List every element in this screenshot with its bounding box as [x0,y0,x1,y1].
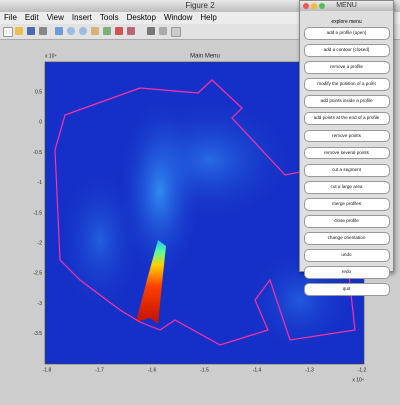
menu-window: MENU explore menu add a profile (open) ad… [299,0,394,297]
menu-button[interactable]: undo [303,249,390,263]
menu-button[interactable]: add a contour (closed) [303,44,390,57]
x-tick-label: -1.5 [200,367,209,373]
rotate-icon[interactable] [103,27,111,35]
x-tick-label: -1.7 [95,367,104,373]
menu-item[interactable]: Tools [99,13,119,22]
menu-item[interactable]: Edit [24,13,39,22]
menu-button[interactable]: remove points [303,129,390,143]
y-tick-label: -1.5 [33,210,42,216]
menu-button[interactable]: add a profile (open) [303,27,390,40]
x-tick-label: -1.8 [43,367,52,373]
datacursor-icon[interactable] [115,27,123,35]
heatmap-hotspot [136,240,166,324]
heatmap-plume [130,100,290,220]
open-icon[interactable] [15,27,23,35]
menu-item[interactable]: File [4,13,17,22]
y-tick-label: -3.5 [33,331,42,337]
brush-icon[interactable] [127,27,135,35]
print-icon[interactable] [39,27,47,35]
y-tick-label: -0.5 [33,150,42,156]
x-tick-label: -1.4 [253,367,262,373]
zoom-in-icon[interactable] [67,27,75,35]
menu-button[interactable]: quit [303,283,390,297]
menu-button[interactable]: redo [303,266,390,280]
colorbar-icon[interactable] [147,27,155,35]
menu-item[interactable]: Desktop [126,13,156,22]
menu-button[interactable]: change orientation [303,232,390,245]
menu-item[interactable]: Window [163,13,193,22]
plottools-icon[interactable] [171,27,181,37]
menu-item[interactable]: View [46,13,64,22]
y-tick-label: 0.5 [35,90,42,96]
button-list: add a profile (open) add a contour (close… [300,27,393,297]
legend-icon[interactable] [159,27,167,35]
y-tick-label: -2.5 [33,271,42,277]
x-tick-label: -1.3 [305,367,314,373]
menu-button[interactable]: close profile [303,215,390,228]
x-exponent: x 10⁴ [352,377,364,383]
menu-button[interactable]: remove a profile [303,61,390,74]
menu-title-text: MENU [336,2,357,9]
menu-button[interactable]: merge profiles [303,197,390,211]
pointer-icon[interactable] [55,27,63,35]
new-icon[interactable] [3,27,13,37]
profile-polygon [54,79,356,346]
y-tick-label: 0 [39,120,42,126]
y-tick-label: -3 [38,301,43,307]
zoom-out-icon[interactable] [79,27,87,35]
menu-window-title: MENU [300,1,393,11]
menu-button[interactable]: add points inside a profile [303,95,390,109]
menu-button[interactable]: cut a large area [303,180,390,194]
y-tick-label: -1 [38,180,43,186]
menu-button[interactable]: remove several points [303,146,390,160]
x-tick-label: -1.6 [148,367,157,373]
heatmap-plume [60,170,140,310]
pan-icon[interactable] [91,27,99,35]
menu-item[interactable]: Insert [71,13,92,22]
axes-title: Main Menu [190,54,220,60]
menu-button[interactable]: add points at the end of a profile [303,112,390,126]
y-tick-label: -2 [38,241,43,247]
menu-item[interactable]: Help [200,13,217,22]
save-icon[interactable] [27,27,35,35]
menu-label: explore menu [331,19,362,25]
x-tick-label: -1.2 [358,367,367,373]
menu-button[interactable]: modify the position of a point [303,78,390,92]
menu-button[interactable]: cut a segment [303,163,390,177]
y-exponent: x 10⁴ [45,53,57,59]
